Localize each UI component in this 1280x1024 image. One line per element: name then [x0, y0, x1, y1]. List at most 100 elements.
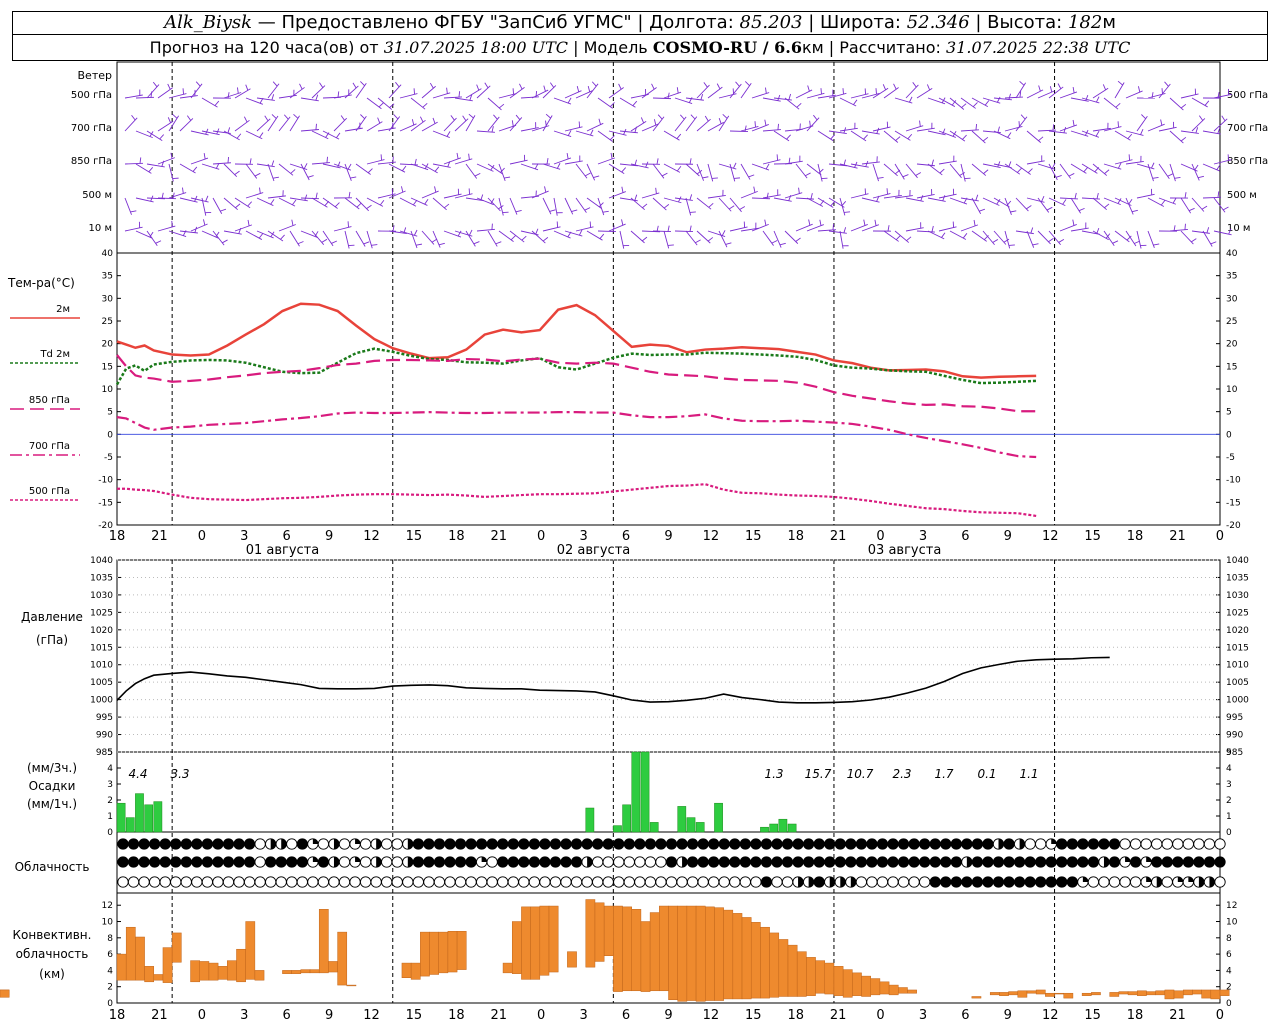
pressure-line: [116, 656, 1110, 704]
temp-series-4: [117, 483, 1037, 518]
temp-series-3: [116, 411, 1037, 459]
temp-axis-label: 40: [102, 249, 114, 259]
model-name: COSMO-RU / 6.6: [652, 38, 802, 57]
cloud-cover-symbol: [1035, 876, 1047, 888]
cloud-cover-symbol: [1087, 838, 1100, 850]
cloud-cover-symbol: [813, 856, 825, 868]
precip-unit-1h: (мм/1ч.): [27, 797, 77, 811]
wind-barb: [542, 197, 552, 215]
wind-barb: [1026, 89, 1044, 99]
wind-barb: [190, 197, 209, 203]
cloud-cover-symbol: [391, 876, 403, 888]
wind-barb-flag: [152, 81, 158, 88]
wind-barb-flag: [283, 114, 289, 120]
pressure-axis-label: 1005: [90, 678, 113, 688]
cloud-cover-symbol: [170, 856, 182, 868]
cloud-cover-symbol: [1098, 876, 1110, 888]
pressure-axis-label: 1015: [1226, 643, 1249, 653]
wind-barb-flag: [656, 158, 659, 165]
wind-barb-flag: [1046, 206, 1053, 211]
cloud-cover-symbol: [359, 838, 372, 850]
wind-barb-flag: [819, 219, 822, 226]
wind-barb-flag: [1140, 129, 1144, 135]
time-tick-label: 3: [240, 529, 248, 544]
wind-barb-flag: [543, 85, 546, 92]
cloud-cover-symbol: [771, 856, 783, 868]
cloud-cover-symbol: [876, 856, 889, 868]
cloud-cover-symbol: [191, 838, 203, 850]
cloud-cover-half: [850, 876, 857, 888]
wind-barb-flag: [264, 115, 269, 122]
wind-barb-flag: [1049, 86, 1053, 93]
cloud-cover-symbol: [908, 838, 920, 850]
cloud-cover-symbol: [138, 876, 150, 888]
temp-axis-label: 25: [102, 317, 113, 327]
wind-barb-flag: [519, 83, 523, 90]
cloud-cover-symbol: [729, 838, 741, 850]
cloud-cover-symbol: [581, 838, 593, 850]
wind-level-label: 10 м: [1227, 223, 1250, 234]
upper-frame: [116, 61, 1221, 526]
convective-cloud-bar: [410, 962, 421, 980]
wind-barb: [586, 197, 602, 209]
convective-cloud-bar: [971, 996, 982, 999]
wind-barb-flag: [813, 114, 818, 121]
wind-barb-flag: [352, 82, 357, 89]
wind-barb: [465, 115, 476, 132]
wind-barb-flag: [875, 88, 877, 95]
convective-cloud-bar: [622, 906, 632, 992]
wind-barb: [124, 197, 132, 215]
time-tick-label: 3: [579, 529, 587, 544]
convective-cloud-bar: [1164, 989, 1175, 1000]
wind-barb-flag: [653, 119, 657, 126]
forecast-prefix: Прогноз на 120 часа(ов) от: [149, 38, 384, 57]
cloud-cover-symbol: [338, 876, 351, 888]
time-tick-label: 6: [283, 1008, 291, 1023]
wind-barb-flag: [679, 114, 685, 120]
wind-level-label: 700 гПа: [71, 123, 112, 134]
wind-barb-flag: [1210, 241, 1217, 245]
convective-cloud-bar: [613, 905, 623, 992]
cloud-cover-symbol: [549, 838, 562, 850]
wind-barb: [1125, 230, 1137, 247]
cloud-cover-symbol: [359, 876, 372, 888]
wind-barb-flag: [413, 229, 418, 236]
cloud-cover-symbol: [317, 876, 330, 888]
precip-bar: [613, 825, 622, 833]
wind-barb: [883, 195, 902, 199]
wind-barb-flag: [1057, 83, 1062, 89]
convective-cloud-bar: [1026, 990, 1037, 994]
wind-barb-flag: [808, 219, 811, 226]
cloud-cover-symbol: [191, 856, 203, 868]
cloud-cover-symbol: [191, 876, 203, 888]
cloud-cover-symbol: [370, 876, 382, 888]
wind-barb-flag: [609, 102, 615, 108]
wind-barb-flag: [476, 84, 480, 91]
cloud-cover-symbol: [180, 838, 192, 850]
wind-barb-flag: [598, 118, 601, 125]
precip-bar: [649, 822, 659, 833]
wind-barb-flag: [997, 161, 1001, 168]
wind-barb-flag: [297, 241, 304, 245]
cloud-cover-quarter: [1188, 876, 1194, 882]
cloud-cover-symbol: [570, 838, 583, 850]
date-label: 01 августа: [246, 543, 320, 558]
altitude-label: | Высота:: [969, 12, 1068, 33]
cloud-cover-symbol: [897, 876, 910, 888]
wind-barb: [630, 230, 645, 244]
cloud-cover-symbol: [760, 838, 773, 850]
wind-barb-flag: [490, 198, 495, 204]
wind-barb: [817, 94, 836, 99]
wind-barb-flag: [876, 127, 880, 134]
cloud-cover-symbol: [1140, 838, 1152, 850]
convective-cloud-bar: [686, 905, 697, 1001]
cloud-cover-symbol: [201, 856, 214, 868]
cloud-cover-symbol: [613, 876, 625, 888]
wind-barb-flag: [1194, 164, 1199, 171]
precip-bar: [125, 817, 135, 833]
wind-barb-flag: [347, 163, 352, 170]
time-tick-label: 0: [537, 1008, 545, 1023]
cloud-cover-symbol: [718, 838, 730, 850]
wind-barb-flag: [334, 202, 340, 208]
wind-barb: [300, 230, 318, 238]
